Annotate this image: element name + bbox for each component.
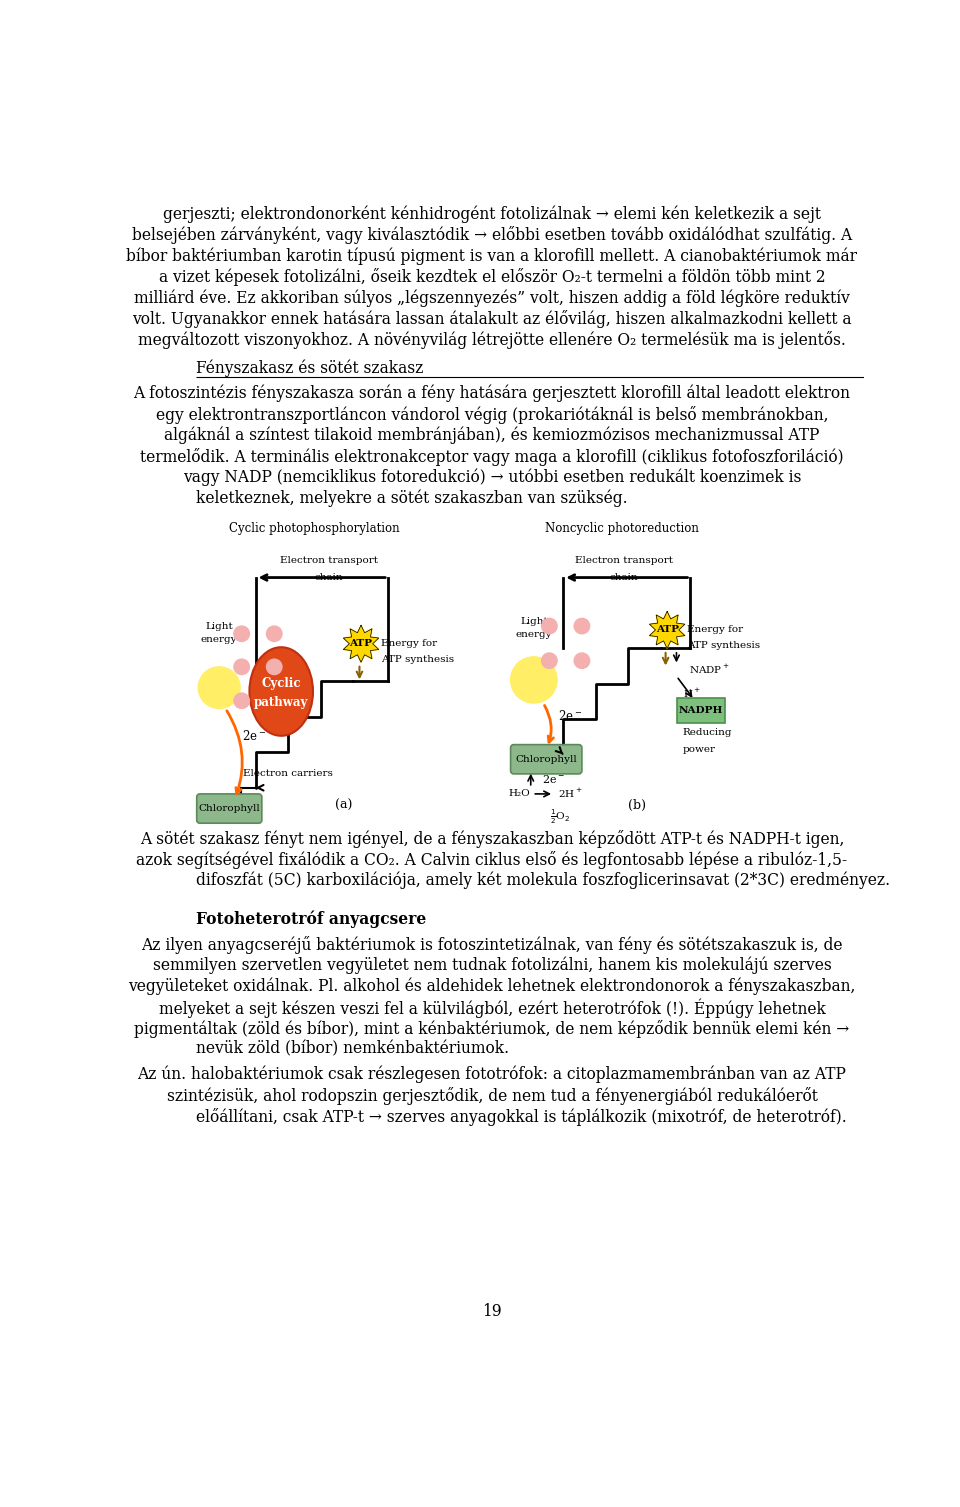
Text: 2H$^+$: 2H$^+$ — [558, 787, 583, 800]
Circle shape — [511, 657, 557, 704]
Text: ATP synthesis: ATP synthesis — [687, 640, 760, 650]
Ellipse shape — [250, 647, 313, 735]
Text: Electron carriers: Electron carriers — [243, 769, 333, 778]
Text: a vizet képesek fotolizálni, őseik kezdtek el először O₂-t termelni a földön töb: a vizet képesek fotolizálni, őseik kezdt… — [158, 268, 826, 286]
Text: előállítani, csak ATP-t → szerves anyagokkal is táplálkozik (mixotróf, de hetero: előállítani, csak ATP-t → szerves anyago… — [196, 1108, 847, 1126]
FancyBboxPatch shape — [511, 744, 582, 775]
Text: Fényszakasz és sötét szakasz: Fényszakasz és sötét szakasz — [196, 359, 423, 377]
Text: pigmentáltak (zöld és bíbor), mint a kénbaktériumok, de nem képződik bennük elem: pigmentáltak (zöld és bíbor), mint a kén… — [134, 1020, 850, 1038]
Text: Cyclic: Cyclic — [261, 677, 300, 690]
Text: belsejében zárványként, vagy kiválasztódik → előbbi esetben tovább oxidálódhat s: belsejében zárványként, vagy kiválasztód… — [132, 226, 852, 244]
Text: Light: Light — [205, 622, 233, 631]
Circle shape — [267, 625, 282, 642]
Text: Cyclic photophosphorylation: Cyclic photophosphorylation — [229, 521, 399, 535]
Text: Reducing: Reducing — [683, 728, 732, 737]
Text: milliárd éve. Ez akkoriban súlyos „légszennyezés” volt, hiszen addig a föld légk: milliárd éve. Ez akkoriban súlyos „légsz… — [134, 289, 850, 307]
Text: ATP: ATP — [656, 625, 679, 634]
Text: bíbor baktériumban karotin típusú pigment is van a klorofill mellett. A cianobak: bíbor baktériumban karotin típusú pigmen… — [127, 247, 857, 265]
Text: megváltozott viszonyokhoz. A növényvilág létrejötte ellenére O₂ termelésük ma is: megváltozott viszonyokhoz. A növényvilág… — [138, 332, 846, 350]
Text: egy elektrontranszportláncon vándorol végig (prokariótáknál is belső membránokba: egy elektrontranszportláncon vándorol vé… — [156, 405, 828, 423]
Text: Fotoheterotróf anyagcsere: Fotoheterotróf anyagcsere — [196, 910, 426, 928]
Circle shape — [267, 659, 282, 675]
Text: power: power — [683, 744, 715, 754]
Text: H$^+$: H$^+$ — [683, 687, 701, 699]
Text: difoszfát (5C) karboxilációja, amely két molekula foszfoglicerinsavat (2*3C) ere: difoszfát (5C) karboxilációja, amely két… — [196, 873, 890, 889]
Text: azok segítségével fixálódik a CO₂. A Calvin ciklus első és legfontosabb lépése a: azok segítségével fixálódik a CO₂. A Cal… — [136, 851, 848, 870]
Text: Az ilyen anyagcseréjű baktériumok is fotoszintetizálnak, van fény és sötétszakas: Az ilyen anyagcseréjű baktériumok is fot… — [141, 936, 843, 954]
Text: gerjeszti; elektrondonorként kénhidrogént fotolizálnak → elemi kén keletkezik a : gerjeszti; elektrondonorként kénhidrogén… — [163, 205, 821, 223]
Text: H₂O: H₂O — [508, 790, 530, 799]
Text: 2e$^-$: 2e$^-$ — [542, 773, 565, 785]
Polygon shape — [344, 625, 378, 662]
Text: NADPH: NADPH — [679, 707, 724, 716]
Text: vagy NADP (nemciklikus fotoredukció) → utóbbi esetben redukált koenzimek is: vagy NADP (nemciklikus fotoredukció) → u… — [182, 469, 802, 487]
Text: Chlorophyll: Chlorophyll — [199, 805, 260, 814]
Text: ATP synthesis: ATP synthesis — [381, 654, 454, 663]
Text: melyeket a sejt készen veszi fel a külvilágból, ezért heterotrófok (!). Éppúgy l: melyeket a sejt készen veszi fel a külvi… — [158, 999, 826, 1019]
Text: Electron transport: Electron transport — [280, 556, 378, 565]
Text: Az ún. halobaktériumok csak részlegesen fototrófok: a citoplazmamembránban van a: Az ún. halobaktériumok csak részlegesen … — [137, 1065, 847, 1084]
Text: energy: energy — [516, 630, 552, 639]
Text: 2e$^-$: 2e$^-$ — [558, 710, 582, 723]
Circle shape — [234, 693, 250, 708]
FancyBboxPatch shape — [197, 794, 262, 823]
Text: Noncyclic photoreduction: Noncyclic photoreduction — [545, 521, 699, 535]
Text: chain: chain — [610, 573, 638, 582]
Text: semmilyen szervetlen vegyületet nem tudnak fotolizálni, hanem kis molekulájú sze: semmilyen szervetlen vegyületet nem tudn… — [153, 957, 831, 974]
Text: (b): (b) — [628, 799, 646, 812]
Text: termelődik. A terminális elektronakceptor vagy maga a klorofill (ciklikus fotofo: termelődik. A terminális elektronakcepto… — [140, 448, 844, 466]
Text: algáknál a színtest tilakoid membránjában), és kemiozmózisos mechanizmussal ATP: algáknál a színtest tilakoid membránjába… — [164, 426, 820, 445]
Text: volt. Ugyanakkor ennek hatására lassan átalakult az élővilág, hiszen alkalmazkod: volt. Ugyanakkor ennek hatására lassan á… — [132, 310, 852, 329]
Text: NADP$^+$: NADP$^+$ — [689, 663, 730, 677]
Text: ATP: ATP — [349, 639, 372, 648]
Text: $\frac{1}{2}$O$_2$: $\frac{1}{2}$O$_2$ — [550, 808, 570, 826]
Text: keletkeznek, melyekre a sötét szakaszban van szükség.: keletkeznek, melyekre a sötét szakaszban… — [196, 490, 628, 506]
Text: Energy for: Energy for — [687, 625, 743, 634]
Circle shape — [574, 618, 589, 634]
Circle shape — [234, 659, 250, 675]
Text: A sötét szakasz fényt nem igényel, de a fényszakaszban képződött ATP-t és NADPH-: A sötét szakasz fényt nem igényel, de a … — [140, 830, 844, 848]
Text: Light: Light — [520, 616, 548, 625]
Text: (a): (a) — [334, 799, 352, 812]
Text: 2e$^-$: 2e$^-$ — [243, 729, 267, 743]
Text: 19: 19 — [482, 1302, 502, 1320]
Text: Electron transport: Electron transport — [575, 556, 673, 565]
Text: nevük zöld (bíbor) nemkénbaktériumok.: nevük zöld (bíbor) nemkénbaktériumok. — [196, 1040, 509, 1058]
Text: vegyületeket oxidálnak. Pl. alkohol és aldehidek lehetnek elektrondonorok a fény: vegyületeket oxidálnak. Pl. alkohol és a… — [129, 978, 855, 995]
FancyBboxPatch shape — [677, 698, 725, 723]
Text: szintézisük, ahol rodopszin gerjesztődik, de nem tud a fényenergiából redukálóer: szintézisük, ahol rodopszin gerjesztődik… — [167, 1087, 817, 1105]
Circle shape — [541, 618, 557, 634]
Text: Chlorophyll: Chlorophyll — [516, 755, 577, 764]
Text: energy: energy — [201, 634, 237, 643]
Text: chain: chain — [315, 573, 344, 582]
Circle shape — [541, 653, 557, 669]
Polygon shape — [650, 612, 684, 648]
Text: Energy for: Energy for — [381, 639, 438, 648]
Circle shape — [199, 668, 240, 708]
Text: pathway: pathway — [254, 696, 308, 708]
Circle shape — [574, 653, 589, 669]
Circle shape — [234, 625, 250, 642]
Text: A fotoszintézis fényszakasza során a fény hatására gerjesztett klorofill által l: A fotoszintézis fényszakasza során a fén… — [133, 384, 851, 402]
